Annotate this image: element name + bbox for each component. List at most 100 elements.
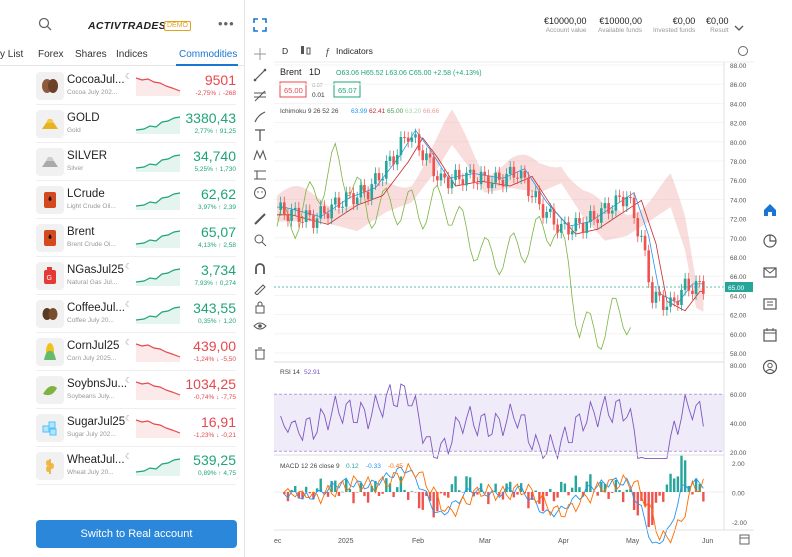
candle-body	[450, 179, 454, 189]
instrument-row[interactable]: SILVER Silver 34,740 5,25% ↑ 1,730	[36, 144, 236, 181]
sell-button[interactable]	[279, 81, 307, 98]
ichimoku-val-4: 63.20	[405, 108, 422, 115]
macd-val-1: 0.12	[346, 463, 359, 470]
candle-body	[381, 178, 384, 181]
emoji-icon[interactable]	[253, 186, 267, 200]
macd-histogram-bar	[425, 492, 428, 496]
candles-style-icon[interactable]	[301, 46, 311, 55]
candle-body	[457, 169, 461, 180]
more-menu-icon[interactable]: •••	[218, 16, 235, 31]
tab-indices[interactable]: Indices	[116, 49, 148, 60]
instrument-row[interactable]: GOLD Gold 3380,43 2,77% ↑ 91,25	[36, 106, 236, 143]
chart-area[interactable]: €10000,00 Account value €10000,00 Availabl…	[274, 0, 754, 557]
instrument-row[interactable]: SugarJul25 ☾ Sugar July 202... 16,91 -1,23% …	[36, 410, 236, 447]
macd-histogram-bar	[410, 491, 414, 492]
macd-histogram-bar	[399, 476, 403, 492]
tab-shares[interactable]: Shares	[75, 49, 107, 60]
instrument-row[interactable]: LCrude Light Crude Oil... 62,62 3,97% ↑ 2,3…	[36, 182, 236, 219]
candle-body	[545, 212, 548, 218]
macd-histogram-bar	[286, 492, 290, 502]
candle-body	[334, 197, 337, 205]
instrument-row[interactable]: Brent Brent Crude Oi... 65,07 4,13% ↑ 2,58	[36, 220, 236, 257]
lock-icon[interactable]	[253, 300, 267, 314]
price-chart[interactable]: D ƒ Indicators Brent 1D O63.06 H65.52 L6…	[274, 0, 754, 557]
trash-icon[interactable]	[253, 346, 267, 360]
candle-body	[683, 278, 687, 290]
magnet-icon[interactable]	[253, 262, 267, 276]
chevron-down-icon[interactable]	[734, 24, 744, 32]
macd-histogram-bar	[673, 478, 676, 492]
switch-to-real-button[interactable]: Switch to Real account	[36, 520, 237, 548]
candle-body	[589, 211, 592, 223]
candle-body	[279, 202, 282, 210]
trend-line-icon[interactable]	[253, 68, 267, 82]
tab-commodities[interactable]: Commodities	[179, 49, 238, 60]
tab-watchlist[interactable]: y List	[0, 49, 24, 60]
measure-icon[interactable]	[253, 212, 267, 226]
macd-histogram-bar	[454, 476, 457, 492]
instrument-description: Natural Gas Jul...	[67, 279, 118, 286]
chart-settings-icon[interactable]	[738, 46, 748, 56]
candle-body	[654, 291, 658, 303]
candle-body	[323, 206, 326, 214]
candle-body	[341, 206, 344, 208]
price-axis-label: 66.00	[730, 274, 747, 281]
macd-histogram-bar	[334, 480, 337, 492]
instrument-row[interactable]: WheatJul... ☾ Wheat July 20... 539,25 0,89% …	[36, 448, 236, 485]
search-icon[interactable]	[38, 17, 52, 31]
news-icon[interactable]	[762, 296, 778, 312]
mail-icon[interactable]	[762, 264, 778, 280]
macd-histogram-bar	[643, 492, 647, 506]
macd-histogram-bar	[294, 485, 297, 492]
time-axis-label: Apr	[558, 538, 570, 545]
candle-body	[527, 177, 530, 196]
time-axis-label: May	[626, 538, 640, 545]
candle-body	[483, 171, 487, 176]
user-icon[interactable]	[762, 359, 778, 375]
instrument-description: Gold	[67, 127, 81, 134]
candle-body	[694, 281, 698, 294]
macd-histogram-bar	[512, 492, 516, 498]
crosshair-icon[interactable]	[253, 47, 267, 61]
price-axis-label: 62.00	[730, 313, 747, 320]
gold-bars-icon	[36, 110, 64, 138]
sugar-icon	[36, 414, 64, 442]
home-icon[interactable]	[762, 202, 778, 218]
macd-histogram-bar	[414, 492, 417, 493]
macd-histogram-bar	[662, 492, 665, 502]
brush-icon[interactable]	[253, 110, 267, 124]
pie-chart-icon[interactable]	[762, 233, 778, 249]
buy-button[interactable]	[333, 81, 361, 98]
pencil-lock-icon[interactable]	[253, 281, 267, 295]
goto-date-icon[interactable]	[739, 534, 750, 545]
macd-val-3: -0.45	[388, 463, 403, 470]
instrument-price: 439,00	[193, 338, 236, 354]
indicators-icon[interactable]: ƒ	[325, 47, 331, 58]
indicators-button[interactable]: Indicators	[336, 46, 373, 56]
rsi-line	[280, 383, 704, 461]
macd-histogram-bar	[428, 492, 432, 502]
candle-body	[538, 191, 541, 205]
instrument-row[interactable]: G NGasJul25 ☾ Natural Gas Jul... 3,734 7,93% …	[36, 258, 236, 295]
instrument-row[interactable]: CoffeeJul... ☾ Coffee July 20... 343,55 0,35…	[36, 296, 236, 333]
instrument-row[interactable]: CocoaJul... ☾ Cocoa July 202... 9501 -2,75% …	[36, 68, 236, 105]
candle-body	[410, 137, 414, 142]
fib-icon[interactable]	[253, 89, 267, 103]
market-closed-icon: ☾	[125, 452, 133, 461]
candle-body	[556, 224, 559, 233]
text-icon[interactable]	[253, 128, 267, 142]
tab-forex[interactable]: Forex	[38, 49, 64, 60]
ruler-icon[interactable]	[253, 168, 267, 182]
interval-button[interactable]: D	[282, 46, 288, 56]
instrument-row[interactable]: CornJul25 ☾ Corn July 2025... 439,00 -1,24% …	[36, 334, 236, 371]
macd-histogram-bar	[665, 484, 669, 492]
fullscreen-icon[interactable]	[253, 18, 267, 32]
instrument-row[interactable]: SoybnsJu... ☾ Soybeans July... 1034,25 -0,74…	[36, 372, 236, 409]
pattern-icon[interactable]	[253, 148, 267, 162]
candle-body	[487, 175, 490, 189]
candle-body	[315, 218, 319, 228]
eye-icon[interactable]	[253, 319, 267, 333]
calendar-icon[interactable]	[762, 327, 778, 343]
zoom-icon[interactable]	[253, 233, 267, 247]
macd-histogram-bar	[312, 492, 315, 500]
